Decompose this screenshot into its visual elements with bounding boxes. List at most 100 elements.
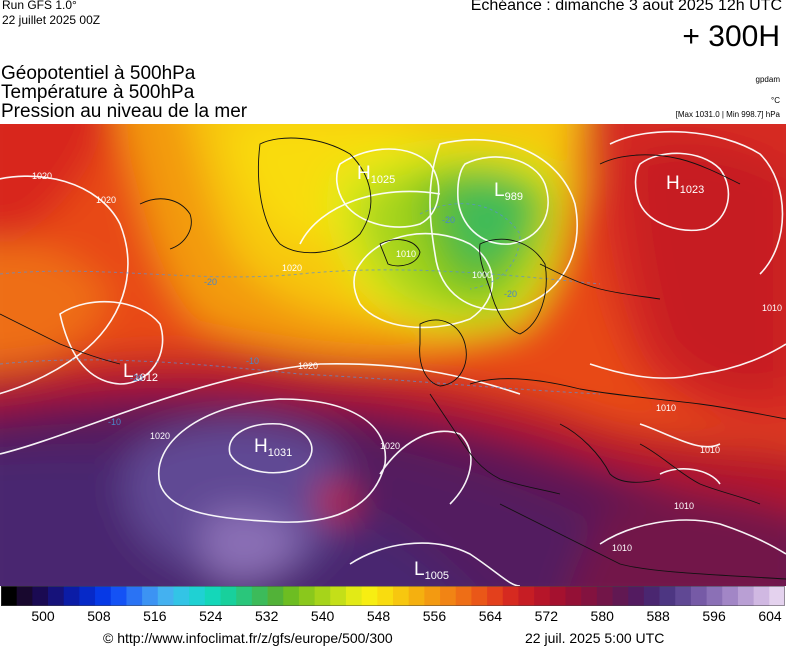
colorbar-swatch xyxy=(753,586,770,606)
isobar-label: 1010 xyxy=(674,501,695,511)
colorbar-tick-label: 548 xyxy=(366,608,391,624)
colorbar-swatch xyxy=(157,586,174,606)
colorbar-swatch xyxy=(393,586,410,606)
isobar-label: 1010 xyxy=(656,403,677,413)
isobar-label: 1020 xyxy=(150,431,171,441)
isobar-label: 1010 xyxy=(612,543,633,553)
coastlines xyxy=(0,137,786,580)
weather-map: H1025 L989 H1023 L1012 H1031 L1005 1020 … xyxy=(0,124,786,586)
colorbar-swatch xyxy=(502,586,519,606)
colorbar-swatch xyxy=(487,586,504,606)
parameter-geopotential: Géopotentiel à 500hPa xyxy=(1,63,196,84)
colorbar-swatch xyxy=(675,586,692,606)
unit-temperature: °C xyxy=(771,96,780,105)
colorbar-swatch xyxy=(628,586,645,606)
pressure-center-high: H1023 xyxy=(666,173,705,196)
isotherm-label: -10 xyxy=(246,356,260,366)
unit-geopotential: gpdam xyxy=(755,75,780,84)
isobar-label: 1010 xyxy=(762,303,783,313)
isobars xyxy=(0,130,786,586)
isobar-label: 1010 xyxy=(700,445,721,455)
temperature-isotherms xyxy=(0,203,601,395)
colorbar-tick-label: 596 xyxy=(702,608,726,624)
colorbar-swatch xyxy=(330,586,347,606)
colorbar-swatch xyxy=(63,586,80,606)
colorbar-swatch xyxy=(769,586,785,606)
isobar-label: 1020 xyxy=(380,441,401,451)
colorbar-swatch xyxy=(48,586,65,606)
colorbar-swatch xyxy=(142,586,159,606)
pressure-center-high: H1031 xyxy=(254,436,293,459)
colorbar-swatch xyxy=(361,586,378,606)
colorbar-swatch xyxy=(518,586,535,606)
colorbar-tick-label: 588 xyxy=(646,608,670,624)
colorbar xyxy=(1,586,785,606)
parameter-pressure: Pression au niveau de la mer xyxy=(1,101,248,122)
isotherm-label: -20 xyxy=(504,289,518,299)
isobar-label: 1020 xyxy=(282,263,303,273)
isotherm-label: -20 xyxy=(130,373,144,383)
colorbar-swatch xyxy=(314,586,331,606)
colorbar-swatch xyxy=(612,586,629,606)
colorbar-swatch xyxy=(173,586,190,606)
colorbar-swatch xyxy=(204,586,221,606)
colorbar-swatch xyxy=(534,586,551,606)
colorbar-swatch xyxy=(298,586,315,606)
colorbar-swatch xyxy=(424,586,441,606)
pressure-range: [Max 1031.0 | Min 998.7] hPa xyxy=(675,110,780,119)
colorbar-swatch xyxy=(32,586,49,606)
source-credit: © http://www.infoclimat.fr/z/gfs/europe/… xyxy=(103,630,393,646)
update-time: 22 juil. 2025 5:00 UTC xyxy=(525,630,665,646)
colorbar-swatch xyxy=(659,586,676,606)
colorbar-tick-label: 532 xyxy=(255,608,279,624)
isotherm-label: -10 xyxy=(108,417,122,427)
colorbar-tick-label: 524 xyxy=(199,608,223,624)
colorbar-swatch xyxy=(16,586,33,606)
colorbar-swatch xyxy=(596,586,613,606)
colorbar-tick-label: 604 xyxy=(758,608,782,624)
colorbar-swatch xyxy=(267,586,284,606)
isobar-label: 1000 xyxy=(472,270,493,280)
run-title: Run GFS 1.0° xyxy=(2,0,77,12)
colorbar-tick-label: 540 xyxy=(310,608,335,624)
colorbar-swatch xyxy=(737,586,755,606)
isobar-label: 1010 xyxy=(396,249,417,259)
pressure-center-high: H1025 xyxy=(357,163,396,186)
colorbar-swatch xyxy=(581,586,598,606)
colorbar-swatch xyxy=(440,586,457,606)
colorbar-swatch xyxy=(95,586,112,606)
isotherm-label: -20 xyxy=(204,277,218,287)
colorbar-swatch xyxy=(690,586,707,606)
colorbar-ticks: 500 508 516 524 532 540 548 556 564 572 580 588 596 6… xyxy=(0,608,786,626)
colorbar-swatch xyxy=(455,586,472,606)
colorbar-swatch xyxy=(189,586,206,606)
forecast-lead-time: + 300H xyxy=(682,20,780,53)
isobar-label: 1020 xyxy=(32,171,53,181)
colorbar-swatch xyxy=(345,586,363,606)
colorbar-tick-label: 572 xyxy=(534,608,558,624)
colorbar-swatch xyxy=(251,586,268,606)
colorbar-tick-label: 500 xyxy=(31,608,55,624)
colorbar-swatch xyxy=(79,586,96,606)
colorbar-swatch xyxy=(549,586,566,606)
colorbar-swatch xyxy=(110,586,127,606)
parameter-temperature: Température à 500hPa xyxy=(1,82,195,103)
isobar-label: 1020 xyxy=(96,195,117,205)
geopotential-field xyxy=(0,124,786,586)
colorbar-swatch xyxy=(236,586,253,606)
colorbar-swatch xyxy=(408,586,425,606)
colorbar-tick-label: 516 xyxy=(143,608,167,624)
run-date: 22 juillet 2025 00Z xyxy=(2,13,101,27)
colorbar-swatch xyxy=(722,586,739,606)
colorbar-swatch xyxy=(471,586,488,606)
pressure-center-low: L1005 xyxy=(414,559,450,582)
colorbar-swatch xyxy=(565,586,582,606)
pressure-center-low: L1012 xyxy=(123,361,159,384)
colorbar-tick-label: 580 xyxy=(590,608,614,624)
colorbar-tick-label: 564 xyxy=(478,608,503,624)
pressure-center-low: L989 xyxy=(494,180,523,203)
colorbar-swatch xyxy=(283,586,300,606)
colorbar-tick-label: 556 xyxy=(422,608,447,624)
colorbar-frame xyxy=(1,586,785,606)
colorbar-swatch xyxy=(220,586,237,606)
